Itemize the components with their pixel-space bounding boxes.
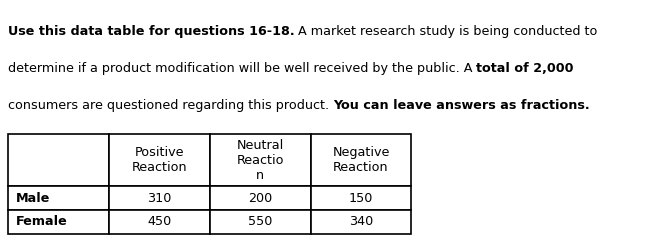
Text: determine if a product modification will be well received by the public. A: determine if a product modification will… xyxy=(8,62,477,75)
Text: A market research study is being conducted to: A market research study is being conduct… xyxy=(294,25,598,38)
Text: total of 2,000: total of 2,000 xyxy=(477,62,574,75)
Text: The table below provides information regarding this sample.: The table below provides information reg… xyxy=(8,135,395,148)
Text: Use this data table for questions 16-18.: Use this data table for questions 16-18. xyxy=(8,25,294,38)
Text: You can leave answers as fractions.: You can leave answers as fractions. xyxy=(333,99,590,112)
Text: consumers are questioned regarding this product.: consumers are questioned regarding this … xyxy=(8,99,333,112)
